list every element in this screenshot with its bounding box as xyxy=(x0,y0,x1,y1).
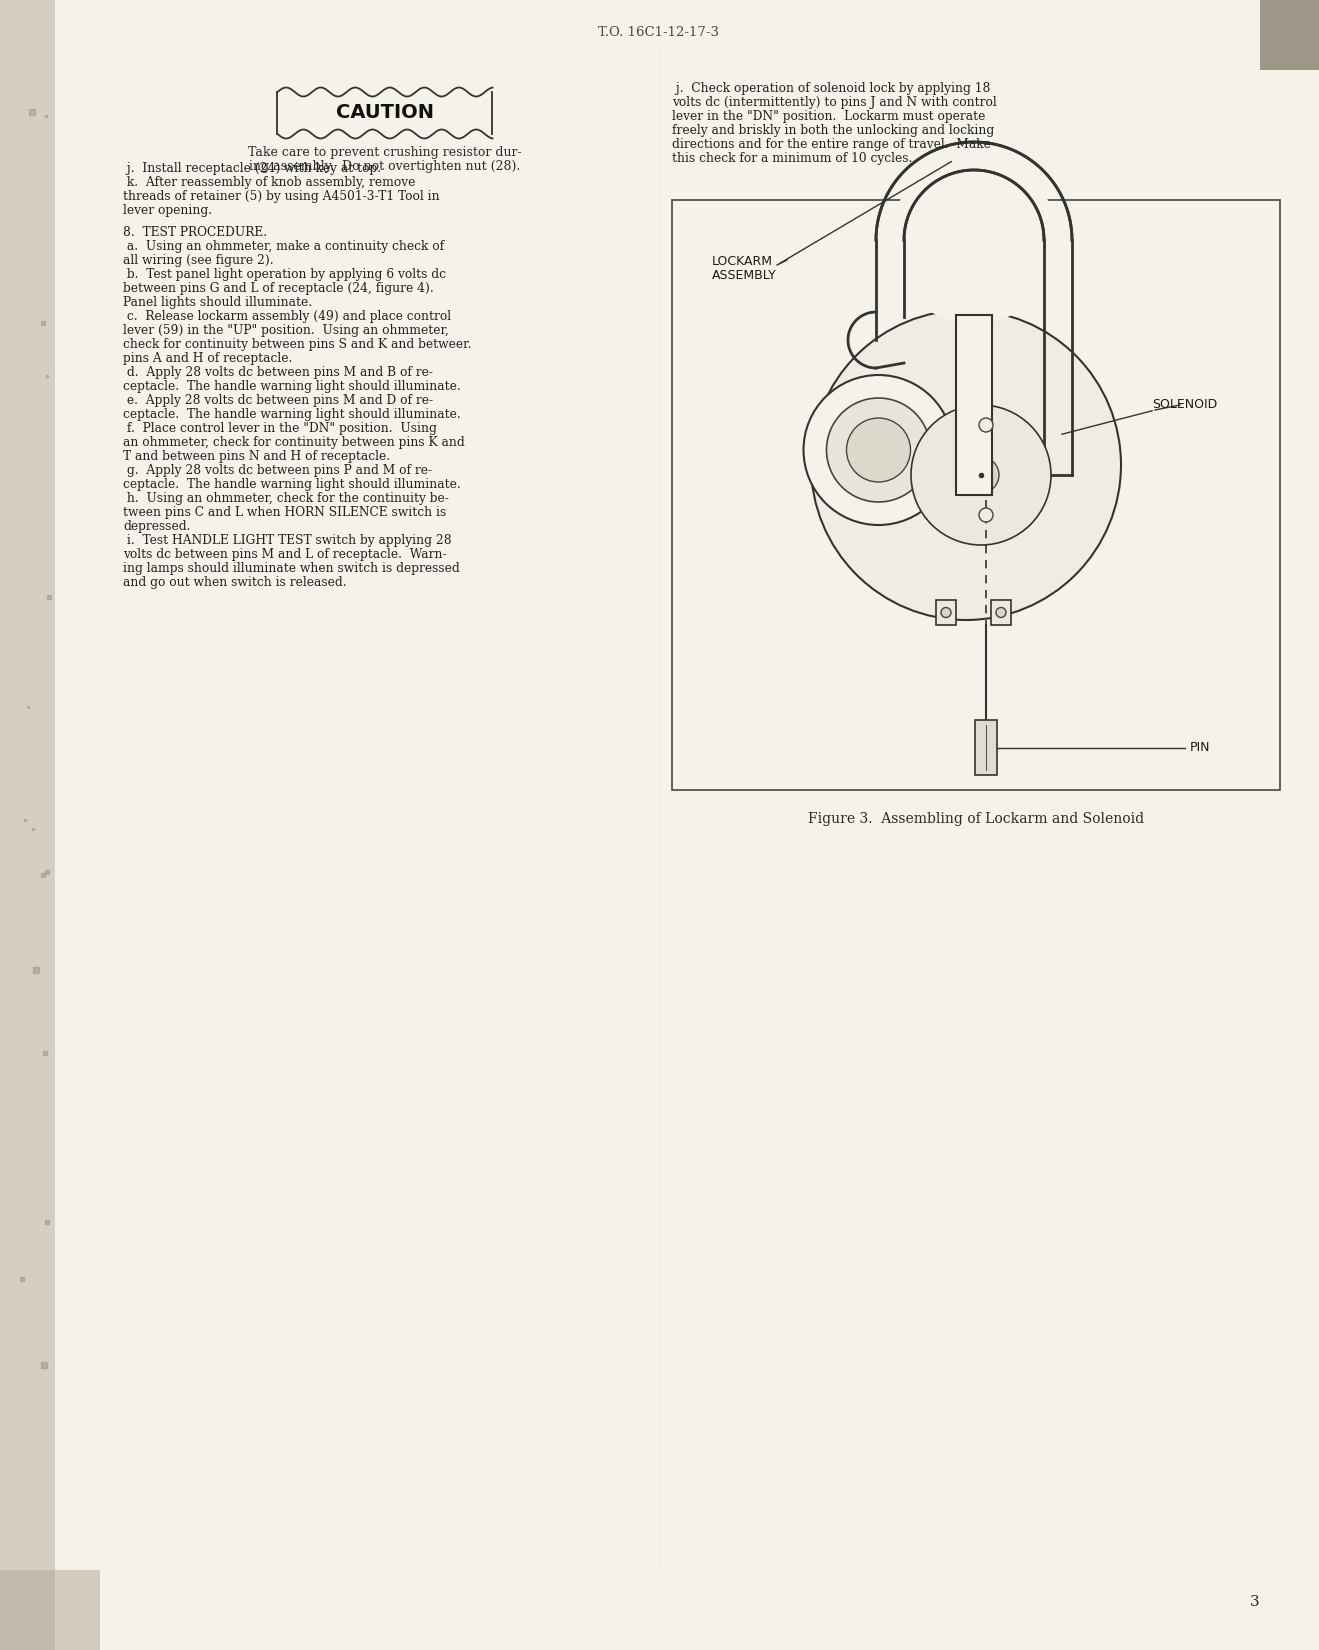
Bar xyxy=(0,1571,100,1650)
Text: ASSEMBLY: ASSEMBLY xyxy=(712,269,777,282)
Text: f.  Place control lever in the "DN" position.  Using: f. Place control lever in the "DN" posit… xyxy=(123,422,437,436)
Text: SOLENOID: SOLENOID xyxy=(1153,399,1217,411)
Circle shape xyxy=(803,375,954,525)
Text: 8.  TEST PROCEDURE.: 8. TEST PROCEDURE. xyxy=(123,226,268,239)
Bar xyxy=(0,0,55,1650)
Text: c.  Release lockarm assembly (49) and place control: c. Release lockarm assembly (49) and pla… xyxy=(123,310,451,323)
Circle shape xyxy=(979,417,993,432)
Text: ing assembly.  Do not overtighten nut (28).: ing assembly. Do not overtighten nut (28… xyxy=(249,160,521,173)
Text: d.  Apply 28 volts dc between pins M and B of re-: d. Apply 28 volts dc between pins M and … xyxy=(123,366,433,380)
Text: Take care to prevent crushing resistor dur-: Take care to prevent crushing resistor d… xyxy=(248,145,522,158)
Text: depressed.: depressed. xyxy=(123,520,190,533)
Bar xyxy=(671,200,1279,790)
Text: 3: 3 xyxy=(1250,1596,1260,1609)
Text: between pins G and L of receptacle (24, figure 4).: between pins G and L of receptacle (24, … xyxy=(123,282,434,295)
Text: b.  Test panel light operation by applying 6 volts dc: b. Test panel light operation by applyin… xyxy=(123,269,446,282)
Circle shape xyxy=(911,404,1051,544)
Bar xyxy=(956,315,992,495)
Bar xyxy=(936,601,956,625)
Text: h.  Using an ohmmeter, check for the continuity be-: h. Using an ohmmeter, check for the cont… xyxy=(123,492,448,505)
Circle shape xyxy=(827,398,930,502)
Text: ceptacle.  The handle warning light should illuminate.: ceptacle. The handle warning light shoul… xyxy=(123,478,460,492)
Circle shape xyxy=(940,607,951,617)
Text: Panel lights should illuminate.: Panel lights should illuminate. xyxy=(123,297,313,310)
Text: ing lamps should illuminate when switch is depressed: ing lamps should illuminate when switch … xyxy=(123,563,460,576)
Text: directions and for the entire range of travel.  Make: directions and for the entire range of t… xyxy=(671,139,991,152)
Text: lever in the "DN" position.  Lockarm must operate: lever in the "DN" position. Lockarm must… xyxy=(671,111,985,124)
Text: Figure 3.  Assembling of Lockarm and Solenoid: Figure 3. Assembling of Lockarm and Sole… xyxy=(809,812,1144,827)
Text: lever opening.: lever opening. xyxy=(123,205,212,218)
Text: all wiring (see figure 2).: all wiring (see figure 2). xyxy=(123,254,273,267)
Text: and go out when switch is released.: and go out when switch is released. xyxy=(123,576,347,589)
Text: LOCKARM: LOCKARM xyxy=(712,256,773,267)
Circle shape xyxy=(963,457,998,493)
Text: a.  Using an ohmmeter, make a continuity check of: a. Using an ohmmeter, make a continuity … xyxy=(123,241,445,254)
Text: volts dc (intermittently) to pins J and N with control: volts dc (intermittently) to pins J and … xyxy=(671,96,997,109)
Text: ceptacle.  The handle warning light should illuminate.: ceptacle. The handle warning light shoul… xyxy=(123,409,460,421)
Circle shape xyxy=(979,508,993,521)
Text: pins A and H of receptacle.: pins A and H of receptacle. xyxy=(123,353,293,365)
Text: this check for a minimum of 10 cycles.: this check for a minimum of 10 cycles. xyxy=(671,152,913,165)
Text: lever (59) in the "UP" position.  Using an ohmmeter,: lever (59) in the "UP" position. Using a… xyxy=(123,325,448,337)
Text: g.  Apply 28 volts dc between pins P and M of re-: g. Apply 28 volts dc between pins P and … xyxy=(123,464,433,477)
Text: k.  After reassembly of knob assembly, remove: k. After reassembly of knob assembly, re… xyxy=(123,177,415,190)
Bar xyxy=(277,92,492,134)
Text: T.O. 16C1-12-17-3: T.O. 16C1-12-17-3 xyxy=(599,26,719,40)
Text: check for continuity between pins S and K and betweer.: check for continuity between pins S and … xyxy=(123,338,471,351)
Circle shape xyxy=(811,310,1121,620)
Text: i.  Test HANDLE LIGHT TEST switch by applying 28: i. Test HANDLE LIGHT TEST switch by appl… xyxy=(123,535,451,548)
Bar xyxy=(1260,0,1319,69)
Text: freely and briskly in both the unlocking and locking: freely and briskly in both the unlocking… xyxy=(671,124,995,137)
Text: T and between pins N and H of receptacle.: T and between pins N and H of receptacle… xyxy=(123,450,390,464)
Circle shape xyxy=(847,417,910,482)
Circle shape xyxy=(996,607,1006,617)
Text: tween pins C and L when HORN SILENCE switch is: tween pins C and L when HORN SILENCE swi… xyxy=(123,507,446,520)
Text: an ohmmeter, check for continuity between pins K and: an ohmmeter, check for continuity betwee… xyxy=(123,436,464,449)
Text: e.  Apply 28 volts dc between pins M and D of re-: e. Apply 28 volts dc between pins M and … xyxy=(123,394,433,408)
Text: ceptacle.  The handle warning light should illuminate.: ceptacle. The handle warning light shoul… xyxy=(123,381,460,393)
Text: volts dc between pins M and L of receptacle.  Warn-: volts dc between pins M and L of recepta… xyxy=(123,548,447,561)
Text: j.  Install receptacle (24) with key at top.: j. Install receptacle (24) with key at t… xyxy=(123,162,381,175)
Text: threads of retainer (5) by using A4501-3-T1 Tool in: threads of retainer (5) by using A4501-3… xyxy=(123,190,439,203)
Bar xyxy=(975,719,997,775)
Bar xyxy=(991,601,1010,625)
Text: CAUTION: CAUTION xyxy=(336,104,434,122)
Text: PIN: PIN xyxy=(1190,741,1211,754)
Text: j.  Check operation of solenoid lock by applying 18: j. Check operation of solenoid lock by a… xyxy=(671,82,991,96)
Circle shape xyxy=(890,157,1058,323)
